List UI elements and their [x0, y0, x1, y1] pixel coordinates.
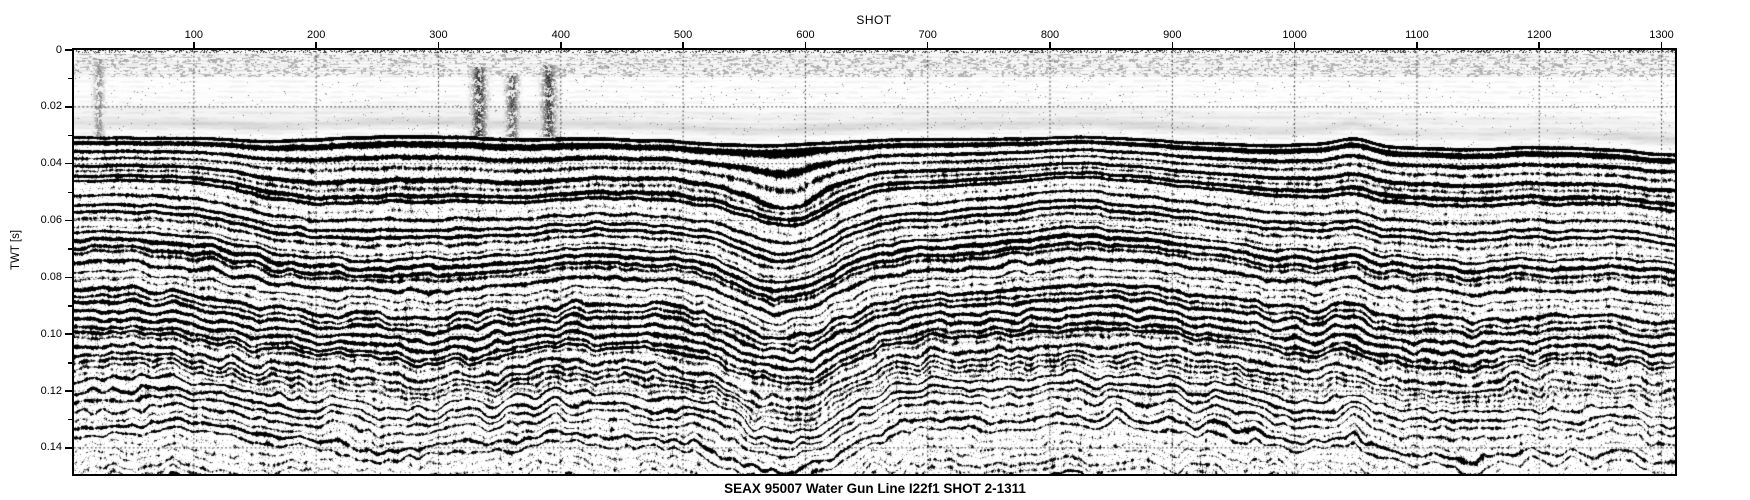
- y-minor-tick-mark: [68, 305, 72, 307]
- x-tick-mark: [193, 42, 195, 48]
- x-tick-label: 200: [306, 29, 326, 41]
- x-tick-label: 1000: [1282, 29, 1307, 41]
- y-tick-label: 0.04: [40, 157, 62, 170]
- x-tick-label: 800: [1040, 29, 1060, 41]
- y-tick-mark: [65, 276, 72, 279]
- x-tick-mark: [926, 42, 929, 48]
- x-tick-label: 300: [429, 29, 448, 41]
- x-tick-label: 1200: [1526, 29, 1552, 41]
- y-tick-mark: [65, 447, 72, 449]
- y-tick-mark: [65, 106, 72, 108]
- x-tick-label: 100: [184, 29, 204, 41]
- y-tick-label: 0.14: [40, 441, 62, 454]
- y-minor-tick-mark: [68, 248, 72, 250]
- seismic-section-image: [74, 50, 1675, 474]
- y-tick-mark: [65, 219, 72, 222]
- y-tick-mark: [65, 390, 72, 392]
- y-tick-mark: [65, 333, 72, 335]
- y-minor-tick-mark: [68, 191, 72, 194]
- x-tick-mark: [1049, 42, 1051, 48]
- y-axis-label: TWT [s]: [10, 229, 22, 271]
- figure-title: SEAX 95007 Water Gun Line I22f1 SHOT 2-1…: [724, 481, 1026, 496]
- x-axis-label: SHOT: [856, 13, 892, 27]
- x-tick-label: 1300: [1649, 29, 1674, 41]
- y-tick-label: 0.12: [40, 384, 62, 397]
- x-tick-mark: [1660, 42, 1663, 48]
- y-tick-mark: [65, 162, 72, 165]
- x-tick-mark: [804, 42, 807, 48]
- x-tick-label: 900: [1163, 29, 1182, 41]
- y-minor-tick-mark: [68, 362, 72, 364]
- x-tick-mark: [1416, 42, 1418, 48]
- y-minor-tick-mark: [68, 77, 72, 80]
- y-tick-label: 0.08: [40, 270, 62, 283]
- y-tick-label: 0.02: [40, 100, 62, 113]
- x-tick-label: 700: [918, 29, 937, 41]
- x-tick-mark: [682, 42, 684, 48]
- y-minor-tick-mark: [68, 134, 72, 137]
- x-tick-mark: [315, 42, 317, 48]
- x-tick-label: 500: [673, 29, 693, 41]
- y-tick-label: 0.06: [40, 214, 62, 226]
- x-tick-label: 600: [796, 29, 815, 41]
- y-tick-mark: [65, 49, 72, 51]
- x-tick-mark: [1293, 42, 1296, 48]
- y-minor-tick-mark: [68, 418, 72, 421]
- x-tick-mark: [437, 42, 440, 48]
- x-tick-mark: [1171, 42, 1174, 48]
- y-tick-label: 0.10: [40, 327, 62, 340]
- x-tick-label: 400: [551, 29, 570, 41]
- x-tick-mark: [560, 42, 562, 48]
- x-tick-label: 1100: [1405, 29, 1429, 41]
- x-tick-mark: [1538, 42, 1540, 48]
- y-tick-label: 0: [55, 43, 62, 56]
